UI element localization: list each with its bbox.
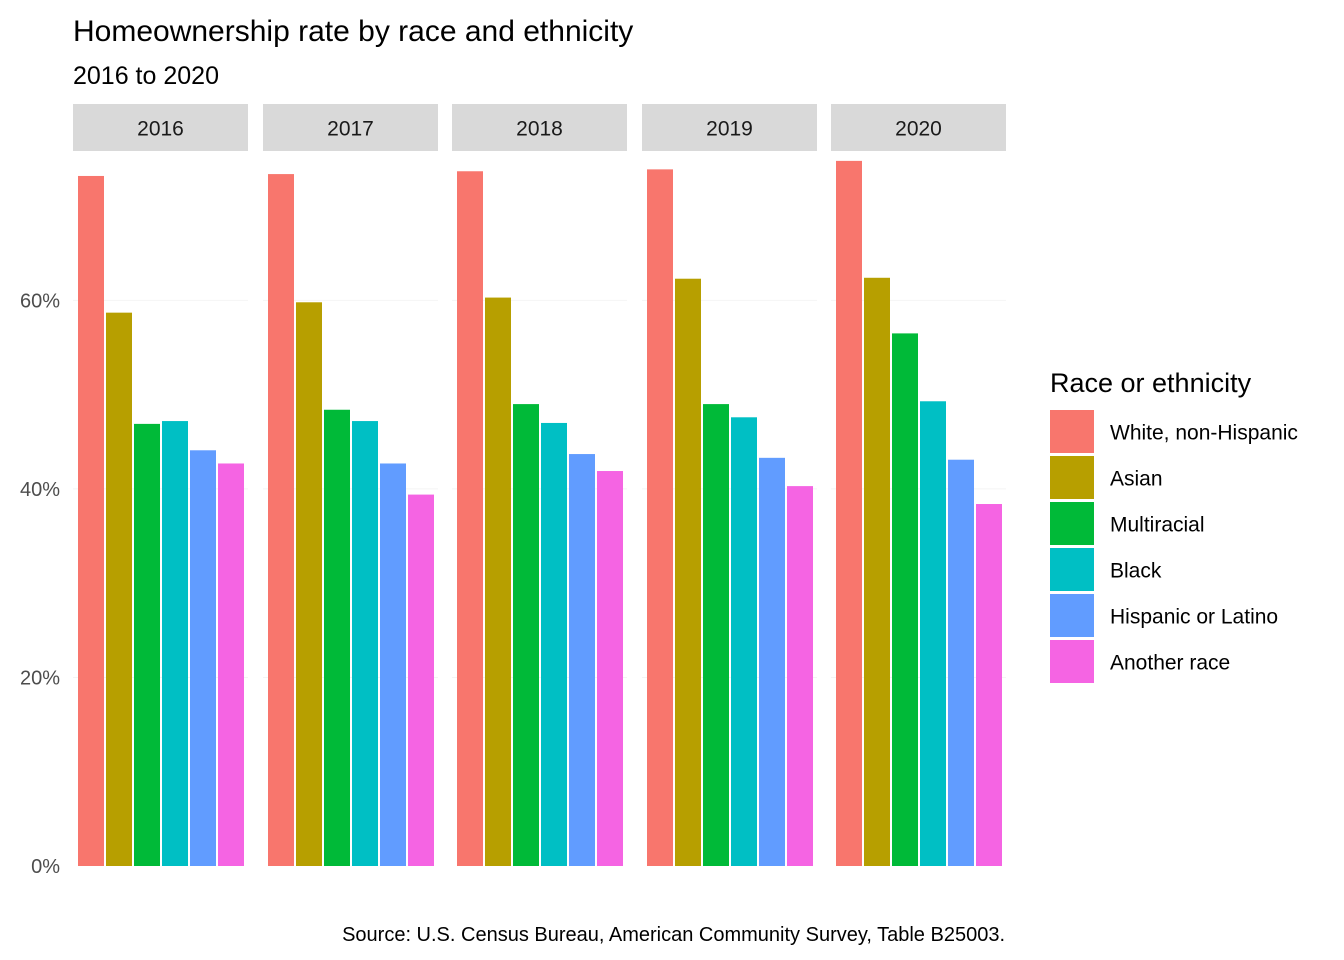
facet-panel-2018: 2018 White, non-Hispanic 2018: 73.7%Asian… (452, 104, 627, 867)
legend-label: White, non-Hispanic (1110, 422, 1298, 445)
bar: Hispanic or Latino 2019: 43.3% (759, 457, 785, 866)
facet-strip-label: 2020 (895, 118, 942, 141)
legend-swatch (1050, 456, 1094, 499)
legend-swatch (1050, 594, 1094, 637)
bar: White, non-Hispanic 2018: 73.7% (457, 171, 483, 867)
legend-items: White, non-Hispanic Asian Multiracial Black… (1050, 410, 1298, 683)
bar: Black 2020: 49.3% (920, 401, 946, 866)
bar: Hispanic or Latino 2017: 42.7% (380, 463, 406, 866)
facet-strip-label: 2018 (516, 118, 563, 141)
bar: Hispanic or Latino 2018: 43.7% (569, 454, 595, 866)
bar: Asian 2020: 62.4% (864, 277, 890, 866)
chart-caption: Source: U.S. Census Bureau, American Com… (342, 924, 1005, 946)
bar: Asian 2019: 62.3% (675, 278, 701, 867)
bar: Black 2019: 47.6% (731, 417, 757, 866)
legend-label: Multiracial (1110, 514, 1205, 537)
bar: Asian 2017: 59.8% (296, 302, 322, 866)
bar: White, non-Hispanic 2019: 73.9% (647, 169, 673, 867)
bar: Black 2016: 47.2% (162, 421, 188, 866)
facet-panel-2020: 2020 White, non-Hispanic 2020: 74.8%Asian… (831, 104, 1006, 867)
facet-strip-label: 2016 (137, 118, 184, 141)
legend-swatch (1050, 502, 1094, 545)
facet-strip (831, 104, 1006, 151)
legend-title: Race or ethnicity (1050, 368, 1252, 398)
legend-label: Black (1110, 560, 1162, 583)
bar: White, non-Hispanic 2017: 73.4% (268, 174, 294, 867)
bar: Asian 2016: 58.7% (106, 312, 132, 866)
facet-strip-label: 2017 (327, 118, 374, 141)
bar: Another race 2016: 42.7% (218, 463, 244, 866)
bar: Hispanic or Latino 2020: 43.1% (948, 459, 974, 866)
bar: Black 2017: 47.2% (352, 421, 378, 866)
chart-subtitle: 2016 to 2020 (73, 62, 219, 90)
chart-title: Homeownership rate by race and ethnicity (73, 15, 633, 48)
legend-swatch (1050, 640, 1094, 683)
bar: Another race 2019: 40.3% (787, 486, 813, 866)
facet-strip-label: 2019 (706, 118, 753, 141)
facet-strip (263, 104, 438, 151)
bar: Asian 2018: 60.3% (485, 297, 511, 866)
facet-strip (452, 104, 627, 151)
legend-label: Another race (1110, 652, 1230, 675)
y-tick-label: 0% (31, 856, 60, 878)
legend-label: Asian (1110, 468, 1163, 491)
bar: Multiracial 2016: 46.9% (134, 423, 160, 866)
legend: Race or ethnicity White, non-Hispanic Asi… (1050, 368, 1298, 683)
facet-panel-2017: 2017 White, non-Hispanic 2017: 73.4%Asian… (263, 104, 438, 867)
y-tick-label: 60% (20, 290, 60, 312)
bar: Another race 2020: 38.4% (976, 504, 1002, 866)
y-tick-label: 20% (20, 667, 60, 689)
facet-panel-2016: 2016 White, non-Hispanic 2016: 73.2%Asian… (73, 104, 248, 866)
y-axis: 0% 20% 40% 60% (20, 290, 60, 878)
bar: Another race 2017: 39.4% (408, 494, 434, 866)
facet-strip (642, 104, 817, 151)
legend-label: Hispanic or Latino (1110, 606, 1278, 629)
bar: Multiracial 2017: 48.4% (324, 409, 350, 866)
facet-strip (73, 104, 248, 151)
bar: White, non-Hispanic 2016: 73.2% (78, 175, 104, 866)
bar: Multiracial 2018: 49% (513, 404, 539, 866)
bar: Multiracial 2020: 56.5% (892, 333, 918, 867)
bar: Hispanic or Latino 2016: 44.1% (190, 450, 216, 866)
legend-swatch (1050, 548, 1094, 591)
facet-panel-2019: 2019 White, non-Hispanic 2019: 73.9%Asian… (642, 104, 817, 867)
bar: White, non-Hispanic 2020: 74.8% (836, 160, 862, 867)
legend-swatch (1050, 410, 1094, 453)
bar: Multiracial 2019: 49% (703, 404, 729, 866)
bar: Another race 2018: 41.9% (597, 471, 623, 866)
facet-panels: 2016White, non-Hispanic 2016: 73.2%Asian… (73, 104, 1006, 867)
bar: Black 2018: 47% (541, 422, 567, 866)
y-tick-label: 40% (20, 479, 60, 501)
